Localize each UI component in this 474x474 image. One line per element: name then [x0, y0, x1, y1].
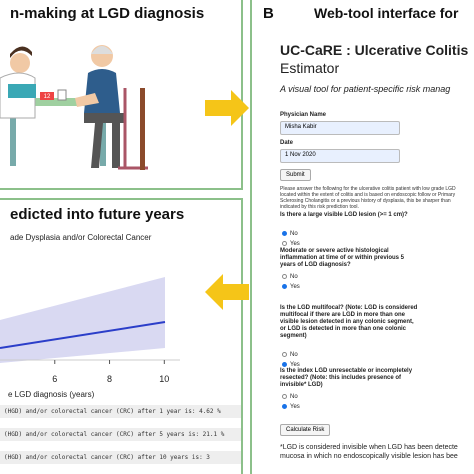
radio — [282, 274, 287, 279]
radio — [282, 284, 287, 289]
radio-option[interactable]: Yes — [282, 282, 300, 291]
intro-text: Please answer the following for the ulce… — [280, 186, 456, 210]
field-label: Physician Name — [280, 112, 327, 118]
date-input[interactable]: 1 Nov 2020 — [280, 149, 400, 163]
question: Is the LGD multifocal? (Note: LGD is con… — [280, 305, 418, 339]
app-subtitle: A visual tool for patient-specific risk … — [280, 84, 451, 94]
option-label: Yes — [290, 240, 300, 247]
radio — [282, 231, 287, 236]
x-axis-label: e LGD diagnosis (years) — [8, 390, 95, 399]
radio-option[interactable]: No — [282, 272, 298, 281]
option-label: Yes — [290, 403, 300, 410]
radio — [282, 394, 287, 399]
radio — [282, 404, 287, 409]
app-title: UC-CaRE : Ulcerative Colitis — [280, 42, 469, 58]
arrow-right — [205, 90, 249, 126]
radio-option[interactable]: Yes — [282, 239, 300, 248]
question: Is there a large visible LGD lesion (>= … — [280, 212, 408, 218]
result-line: (HGD) and/or colorectal cancer (CRC) aft… — [0, 451, 241, 464]
panel-title: Web-tool interface for — [314, 5, 459, 21]
x-tick-label: 8 — [107, 374, 112, 384]
panel-a: n-making at LGD diagnosis 12 — [0, 0, 243, 190]
x-tick-label: 6 — [52, 374, 57, 384]
radio — [282, 352, 287, 357]
risk-line — [0, 321, 166, 349]
chart-subtitle: ade Dysplasia and/or Colorectal Cancer — [10, 233, 152, 242]
chart: 6 8 10 — [0, 277, 180, 384]
field-label: Date — [280, 140, 294, 146]
radio-option[interactable]: No — [282, 350, 298, 359]
panel-b: B Web-tool interface for UC-CaRE : Ulcer… — [250, 0, 474, 474]
radio-option[interactable]: Yes — [282, 402, 300, 411]
radio-option[interactable]: No — [282, 392, 298, 401]
option-label: No — [290, 273, 298, 280]
footnote: *LGD is considered invisible when LGD ha… — [280, 444, 458, 460]
confidence-band — [0, 277, 165, 363]
radio — [282, 362, 287, 367]
x-tick-label: 10 — [159, 374, 169, 384]
result-line: (HGD) and/or colorectal cancer (CRC) aft… — [0, 405, 241, 418]
text-input[interactable]: Misha Kabir — [280, 121, 400, 135]
question: Moderate or severe active histological i… — [280, 248, 405, 268]
option-label: Yes — [290, 361, 300, 368]
submit-button[interactable]: Submit — [280, 169, 311, 181]
panel-c: edicted into future years ade Dysplasia … — [0, 198, 243, 474]
option-label: No — [290, 351, 298, 358]
option-label: No — [290, 230, 298, 237]
result-line: (HGD) and/or colorectal cancer (CRC) aft… — [0, 428, 241, 441]
calculate-button[interactable]: Calculate Risk — [280, 424, 331, 436]
radio-option[interactable]: Yes — [282, 360, 300, 369]
panel-title: edicted into future years — [10, 206, 185, 223]
radio — [282, 241, 287, 246]
option-label: Yes — [290, 283, 300, 290]
arrow-left — [205, 274, 249, 310]
svg-text:12: 12 — [44, 94, 51, 100]
panel-letter: B — [263, 5, 274, 22]
app-title: Estimator — [280, 60, 340, 76]
question: Is the index LGD unresectable or incompl… — [280, 368, 413, 388]
illustration: 12 — [0, 45, 148, 170]
radio-option[interactable]: No — [282, 229, 298, 238]
panel-title: n-making at LGD diagnosis — [10, 5, 205, 22]
option-label: No — [290, 393, 298, 400]
